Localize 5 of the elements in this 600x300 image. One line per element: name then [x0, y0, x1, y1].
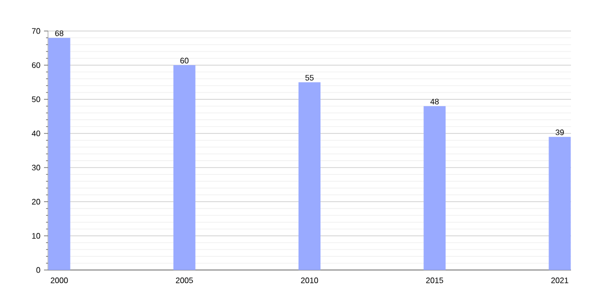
- bar: [424, 106, 446, 270]
- bar: [173, 65, 196, 270]
- bar: [548, 136, 571, 270]
- bar: [298, 82, 321, 270]
- bar: [48, 38, 70, 270]
